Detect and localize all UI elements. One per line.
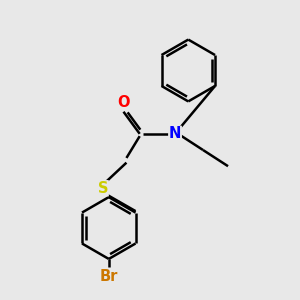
Text: O: O — [117, 95, 130, 110]
Text: S: S — [98, 181, 108, 196]
Text: Br: Br — [100, 269, 118, 284]
Text: N: N — [169, 126, 181, 141]
